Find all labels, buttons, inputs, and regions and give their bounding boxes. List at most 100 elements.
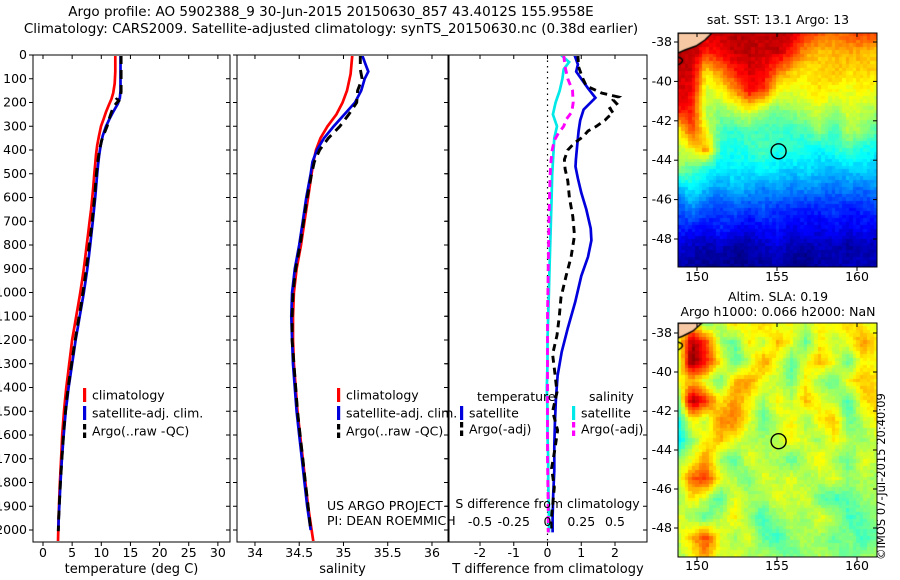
lat-tick-label: -40 xyxy=(652,73,672,88)
legend-panel-2: climatology satellite-adj. clim. Argo(..ra… xyxy=(337,388,457,439)
x-tick-label: 0 xyxy=(544,545,552,560)
series-s-satellite xyxy=(545,56,571,533)
difference-profile-panel: -2 -1 0 1 2 T difference from climatology S di… xyxy=(445,54,648,577)
s-tick-label: 0.25 xyxy=(567,514,595,529)
imos-watermark: ©IMOS 07-Jul-2015 20:40:09 xyxy=(874,393,888,560)
legend-panel-1: climatology satellite-adj. clim. Argo(..ra… xyxy=(83,388,203,439)
temperature-profile-panel: 0 5 10 15 20 25 30 temperature (deg C) 0 100 200 30… xyxy=(0,47,231,577)
depth-tick-label: 900 xyxy=(3,261,27,276)
legend-label: Argo(-adj) xyxy=(469,422,531,437)
legend-header: temperature xyxy=(477,389,556,404)
depth-tick-label: 100 xyxy=(3,71,27,86)
x-tick-label: 30 xyxy=(210,545,226,560)
series-argo-raw xyxy=(290,56,364,531)
lon-tick-label: 150 xyxy=(685,558,709,573)
sst-map-title: sat. SST: 13.1 Argo: 13 xyxy=(706,12,850,27)
x-tick-label: 1 xyxy=(577,545,585,560)
depth-tick-label: 0 xyxy=(19,47,27,62)
depth-tick-label: 500 xyxy=(3,166,27,181)
x-tick-label: 34.5 xyxy=(285,545,313,560)
lon-tick-label: 155 xyxy=(765,558,789,573)
lat-tick-label: -48 xyxy=(652,231,672,246)
depth-tick-label: 1100 xyxy=(0,308,27,323)
legend-label: climatology xyxy=(346,388,419,403)
depth-tick-label: 800 xyxy=(3,237,27,252)
figure-title-line1: Argo profile: AO 5902388_9 30-Jun-2015 2… xyxy=(68,4,594,20)
legend-header: salinity xyxy=(589,389,634,404)
x-tick-label: 20 xyxy=(152,545,168,560)
series-s-argo-adj xyxy=(546,56,575,533)
depth-tick-label: 200 xyxy=(3,95,27,110)
s-tick-label: 0 xyxy=(544,514,552,529)
lat-tick-label: -48 xyxy=(652,520,672,535)
legend-label: satellite-adj. clim. xyxy=(92,406,203,421)
legend-label: satellite xyxy=(469,406,519,421)
x-axis-title: temperature (deg C) xyxy=(65,562,199,577)
s-tick-label: -0.5 xyxy=(468,514,492,529)
project-annotation: PI: DEAN ROEMMICH xyxy=(327,513,456,528)
sla-map-title: Altim. SLA: 0.19 xyxy=(727,289,829,304)
sst-map xyxy=(678,33,877,267)
x-tick-label: 15 xyxy=(122,545,138,560)
depth-tick-label: 1000 xyxy=(0,285,27,300)
s-tick-label: -0.25 xyxy=(498,514,530,529)
project-annotation: US ARGO PROJECT xyxy=(327,498,443,513)
depth-tick-label: 1500 xyxy=(0,403,27,418)
series-t-satellite xyxy=(551,56,598,533)
depth-tick-label: 1600 xyxy=(0,427,27,442)
depth-tick-label: 1800 xyxy=(0,475,27,490)
x-tick-label: 10 xyxy=(93,545,109,560)
legend-label: Argo(-adj) xyxy=(581,422,643,437)
salinity-profile-panel: 34 34.5 35 35.5 36 salinity xyxy=(233,54,449,577)
x-axis-title: salinity xyxy=(319,562,366,577)
legend-label: satellite xyxy=(581,406,631,421)
x-tick-label: 2 xyxy=(611,545,619,560)
lon-tick-label: 160 xyxy=(845,558,869,573)
lat-tick-label: -40 xyxy=(652,364,672,379)
depth-tick-label: 600 xyxy=(3,190,27,205)
depth-tick-label: 1900 xyxy=(0,498,27,513)
lon-tick-label: 150 xyxy=(685,269,709,284)
x-tick-label: 25 xyxy=(181,545,197,560)
depth-tick-label: 1200 xyxy=(0,332,27,347)
depth-tick-label: 400 xyxy=(3,142,27,157)
legend-label: climatology xyxy=(92,388,165,403)
lat-tick-label: -42 xyxy=(652,113,672,128)
series-climatology xyxy=(56,56,117,541)
depth-tick-label: 1700 xyxy=(0,451,27,466)
legend-label: satellite-adj. clim. xyxy=(346,406,457,421)
sla-map xyxy=(678,323,877,557)
legend-panel-3: temperaturesatelliteArgo(-adj)salinitysa… xyxy=(460,389,643,437)
x-tick-label: 35.5 xyxy=(374,545,402,560)
lon-tick-label: 155 xyxy=(765,269,789,284)
depth-tick-label: 300 xyxy=(3,118,27,133)
x-tick-label: -2 xyxy=(474,545,486,560)
lat-tick-label: -46 xyxy=(652,481,672,496)
legend-label: Argo(..raw -QC) xyxy=(92,424,189,439)
sla-map-subtitle: Argo h1000: 0.066 h2000: NaN xyxy=(680,304,876,319)
series-climatology xyxy=(291,56,354,541)
lon-tick-label: 160 xyxy=(845,269,869,284)
x-tick-label: 0 xyxy=(39,545,47,560)
depth-tick-label: 1400 xyxy=(0,380,27,395)
series-t-argo-adj xyxy=(549,56,623,533)
series-satellite-adj-clim xyxy=(56,56,122,531)
figure-title-line2: Climatology: CARS2009. Satellite-adjuste… xyxy=(23,21,639,37)
x-axis-title: T difference from climatology xyxy=(451,562,644,577)
lat-tick-label: -38 xyxy=(652,325,672,340)
legend-label: Argo(..raw -QC) xyxy=(346,424,443,439)
depth-tick-label: 2000 xyxy=(0,522,27,537)
x-tick-label: 35 xyxy=(336,545,352,560)
depth-tick-label: 1300 xyxy=(0,356,27,371)
x-tick-label: -1 xyxy=(508,545,520,560)
depth-tick-label: 700 xyxy=(3,213,27,228)
s-tick-label: 0.5 xyxy=(605,514,625,529)
x-tick-label: 5 xyxy=(68,545,76,560)
lat-tick-label: -42 xyxy=(652,403,672,418)
x-tick-label: 36 xyxy=(424,545,440,560)
series-satellite-adj-clim xyxy=(289,56,370,531)
lat-tick-label: -44 xyxy=(652,152,672,167)
lat-tick-label: -46 xyxy=(652,192,672,207)
series-argo-raw xyxy=(56,56,123,532)
